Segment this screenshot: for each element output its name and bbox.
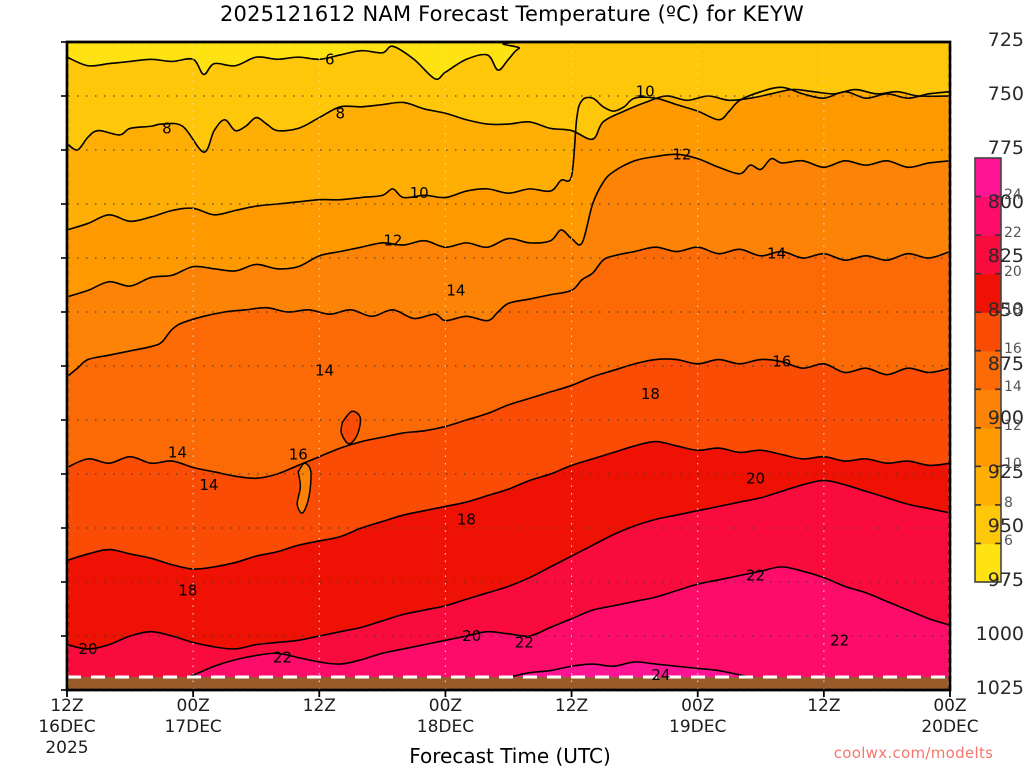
x-axis-hour-label: 00Z — [428, 696, 463, 716]
contour-label: 18 — [641, 385, 660, 403]
x-axis-label: Forecast Time (UTC) — [409, 744, 611, 768]
y-axis-tick-label: 1025 — [975, 677, 1024, 699]
contour-label: 8 — [162, 119, 172, 137]
contour-label: 12 — [383, 232, 402, 250]
y-axis-tick-label: 950 — [987, 515, 1024, 537]
isotherm-10 — [67, 86, 950, 231]
contour-label: 22 — [273, 649, 292, 667]
contour-label: 14 — [315, 361, 334, 379]
contour-label: 14 — [767, 245, 786, 263]
y-axis-tick-label: 800 — [987, 191, 1024, 213]
y-axis-tick-label: 725 — [987, 29, 1024, 51]
y-axis-tick-label: 900 — [987, 407, 1024, 429]
contour-labels: 6 8 8 10 10 12 12 14 14 14 14 14 16 16 18 18 18 20 20 20 22 2… — [78, 50, 849, 684]
y-axis-tick-label: 775 — [987, 137, 1024, 159]
x-axis-day-label: 17DEC — [164, 717, 222, 737]
contour-label: 6 — [325, 50, 335, 68]
x-axis-year-label: 2025 — [45, 738, 89, 758]
x-axis-hour-label: 00Z — [176, 696, 210, 716]
isotherm-22 — [67, 566, 950, 681]
colorbar-frame — [974, 157, 1002, 583]
colorbar-tick-label: 20 — [1004, 263, 1022, 280]
contour-label: 16 — [772, 353, 791, 371]
isotherm-16 — [67, 358, 950, 480]
contour-label: 16 — [289, 446, 308, 464]
x-axis-hour-label: 12Z — [302, 696, 336, 716]
gridlines — [68, 43, 949, 689]
colorbar-band-24 — [975, 158, 1001, 198]
contour-label: 20 — [78, 640, 97, 658]
contour-label: 12 — [672, 145, 691, 163]
colorbar-tick-label: 22 — [1004, 225, 1022, 242]
isotherm-18 — [67, 440, 950, 570]
colorbar-band-10 — [975, 427, 1001, 467]
x-axis-day-label: 16DEC — [38, 717, 96, 737]
colorbar-tick-label: 8 — [1004, 494, 1013, 511]
x-axis-hour-label: 00Z — [681, 696, 715, 716]
colorbar-tick-label: 14 — [1004, 379, 1022, 396]
isotherm-8 — [67, 88, 950, 153]
colorbar-band-18 — [975, 273, 1001, 313]
colorbar-band-6 — [975, 504, 1001, 545]
isotherm-20 — [67, 479, 950, 650]
x-axis-hour-label: 12Z — [50, 696, 84, 716]
watermark: coolwx.com/modelts — [833, 744, 994, 762]
colorbar-band-12 — [975, 389, 1001, 429]
y-axis-tick-label: 925 — [987, 461, 1024, 483]
terrain-layer — [67, 675, 950, 690]
x-axis-day-label: 19DEC — [669, 717, 727, 737]
contour-label: 8 — [336, 104, 346, 122]
y-axis-tick-label: 850 — [987, 299, 1024, 321]
colorbar — [974, 157, 1002, 583]
colorbar-band-16 — [975, 312, 1001, 352]
contour-label: 22 — [830, 631, 849, 649]
y-axis-tick-label: 975 — [987, 569, 1024, 591]
isotherm-12 — [67, 153, 950, 298]
contour-label: 10 — [636, 83, 655, 101]
contour-label: 18 — [178, 582, 197, 600]
colorbar-band-8 — [975, 466, 1001, 506]
x-axis-day-label: 20DEC — [921, 717, 979, 737]
y-axis-tick-label: 875 — [987, 353, 1024, 375]
contour-label: 22 — [746, 567, 765, 585]
isotherm-6 — [67, 42, 950, 80]
isotherm-pocket-16 — [340, 410, 362, 445]
contour-label: 20 — [462, 627, 481, 645]
colorbar-tick-label: 24 — [1004, 186, 1022, 203]
temperature-band-6 — [67, 42, 950, 80]
contour-label: 10 — [410, 184, 429, 202]
temperature-band-8 — [67, 42, 950, 153]
y-axis-tick-label: 750 — [987, 83, 1024, 105]
colorbar-band-20 — [975, 235, 1001, 275]
contour-label: 22 — [515, 633, 534, 651]
contour-label: 14 — [199, 476, 218, 494]
colorbar-tick-label: 10 — [1004, 456, 1022, 473]
colorbar-band-22 — [975, 196, 1001, 236]
x-axis-day-label: 18DEC — [416, 717, 475, 737]
page-title: 2025121612 NAM Forecast Temperature (ºC)… — [220, 2, 804, 26]
colorbar-band-4 — [975, 543, 1001, 583]
isotherm-14 — [67, 246, 950, 378]
colorbar-tick-label: 12 — [1004, 417, 1022, 434]
terrain-surface — [67, 677, 950, 690]
colorbar-tick-label: 6 — [1004, 533, 1013, 550]
colorbar-tick-label: 18 — [1004, 302, 1022, 319]
colorbar-tick-label: 16 — [1004, 340, 1022, 357]
contour-label: 14 — [446, 281, 465, 299]
isotherm-pocket-12 — [296, 462, 312, 514]
contour-label: 24 — [651, 666, 670, 684]
y-axis-tick-label: 825 — [987, 245, 1024, 267]
contour-fill-layer — [67, 42, 950, 690]
contour-label: 20 — [746, 469, 765, 487]
contour-label: 14 — [168, 443, 187, 461]
x-axis-hour-label: 00Z — [933, 696, 967, 716]
contour-label: 18 — [457, 510, 476, 528]
colorbar-band-14 — [975, 350, 1001, 390]
x-axis-hour-label: 12Z — [807, 696, 841, 716]
y-axis-tick-label: 1000 — [975, 623, 1024, 645]
x-axis-hour-label: 12Z — [554, 696, 589, 716]
